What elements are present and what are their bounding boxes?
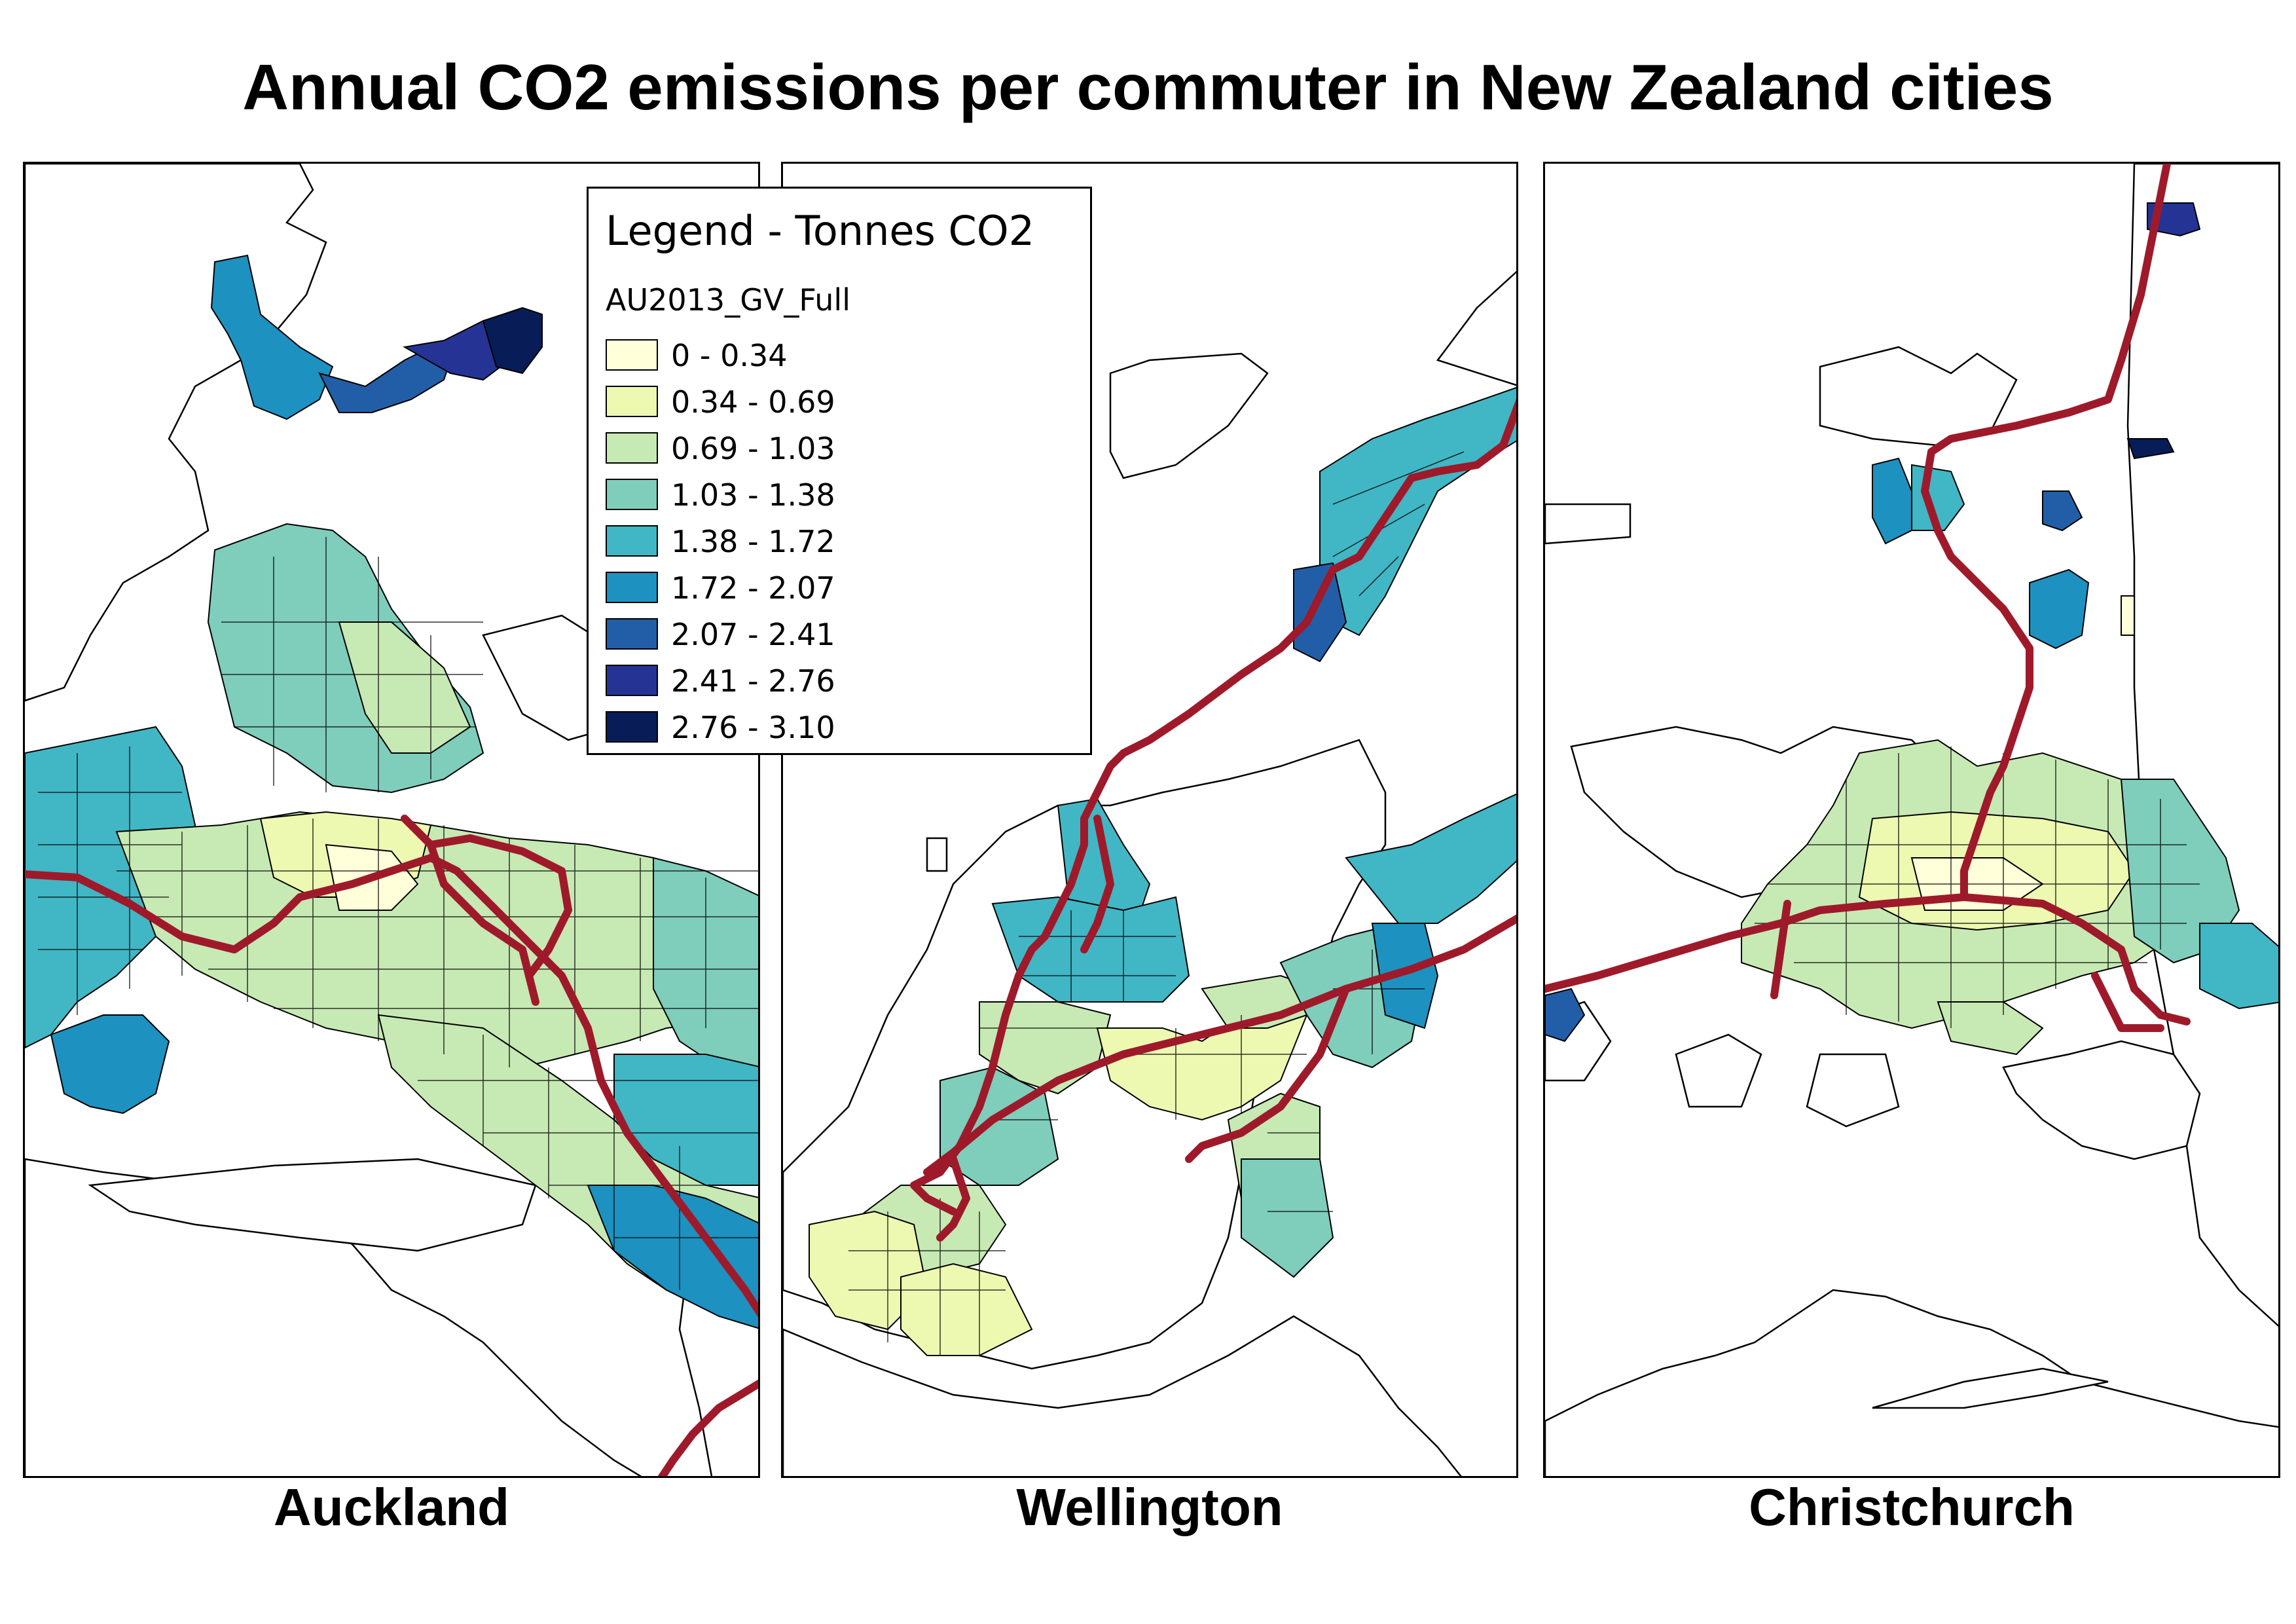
city-label-auckland: Auckland — [273, 1478, 510, 1536]
legend-label: 1.03 - 1.38 — [671, 477, 835, 513]
legend-label: 0.69 - 1.03 — [671, 431, 835, 466]
wellington-area-unit-boundaries — [848, 451, 1465, 1356]
christchurch-area-unit-boundaries — [1755, 747, 2200, 1028]
legend-swatch — [606, 479, 658, 510]
map-legend: Legend - Tonnes CO2 AU2013_GV_Full 0 - 0… — [587, 187, 1092, 755]
auckland-north-peninsula — [210, 254, 543, 420]
wellington-suburbs — [809, 387, 1516, 1356]
christchurch-north-block — [1819, 346, 2018, 447]
legend-item: 1.72 - 2.07 — [606, 572, 1064, 606]
legend-label: 0.34 - 0.69 — [671, 384, 835, 420]
legend-swatch — [606, 386, 658, 417]
wellington-map — [783, 270, 1516, 1476]
legend-swatch — [606, 339, 658, 371]
christchurch-block — [1806, 1053, 1900, 1128]
legend-swatch — [606, 525, 658, 557]
wellington-northeast-coast — [1436, 270, 1516, 386]
city-label-christchurch: Christchurch — [1749, 1478, 2075, 1536]
legend-swatch — [606, 665, 658, 696]
legend-item: 0 - 0.34 — [606, 339, 1064, 373]
christchurch-hills — [2002, 1040, 2201, 1160]
wellington-island-small — [926, 837, 948, 872]
legend-subtitle: AU2013_GV_Full — [606, 282, 850, 318]
legend-item: 1.38 - 1.72 — [606, 525, 1064, 559]
legend-label: 1.38 - 1.72 — [671, 524, 835, 559]
christchurch-north-boundary — [1545, 503, 1631, 545]
legend-swatch — [606, 618, 658, 650]
legend-swatch — [606, 711, 658, 743]
legend-item: 1.03 - 1.38 — [606, 479, 1064, 513]
wellington-south-coast — [783, 1315, 1462, 1476]
christchurch-banks-peninsula — [1545, 1289, 2278, 1476]
christchurch-map-panel — [1543, 162, 2280, 1478]
wellington-island — [1109, 352, 1269, 479]
legend-label: 2.76 - 3.10 — [671, 710, 835, 745]
legend-title: Legend - Tonnes CO2 — [606, 207, 1035, 255]
legend-label: 1.72 - 2.07 — [671, 570, 835, 606]
christchurch-lake — [1872, 1367, 2109, 1409]
christchurch-southwest-block — [1675, 1033, 1762, 1108]
legend-label: 2.07 - 2.41 — [671, 617, 835, 652]
legend-item: 2.76 - 3.10 — [606, 711, 1064, 745]
auckland-transport-routes — [25, 815, 758, 1476]
map-title: Annual CO2 emissions per commuter in New… — [242, 51, 2054, 123]
legend-label: 0 - 0.34 — [671, 338, 788, 373]
legend-item: 2.41 - 2.76 — [606, 665, 1064, 699]
auckland-harbour — [88, 1158, 537, 1252]
legend-item: 0.34 - 0.69 — [606, 386, 1064, 420]
legend-item: 2.07 - 2.41 — [606, 618, 1064, 652]
wellington-transport-routes — [910, 398, 1516, 1242]
christchurch-transport-routes — [1545, 164, 2191, 1032]
legend-swatch — [606, 432, 658, 464]
city-label-wellington: Wellington — [1016, 1478, 1283, 1536]
legend-label: 2.41 - 2.76 — [671, 663, 835, 699]
christchurch-map — [1545, 164, 2278, 1476]
auckland-map — [25, 164, 758, 1476]
legend-swatch — [606, 572, 658, 603]
legend-item: 0.69 - 1.03 — [606, 432, 1064, 466]
